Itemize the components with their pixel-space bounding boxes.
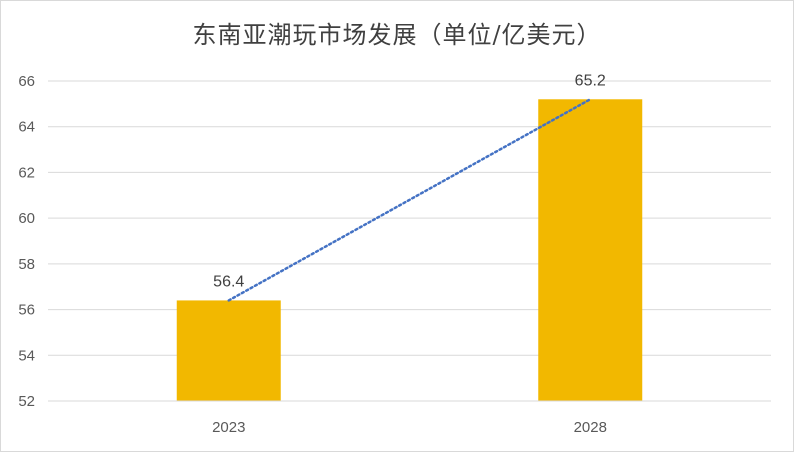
chart-title: 东南亚潮玩市场发展（单位/亿美元） (192, 21, 602, 49)
y-tick-label-54: 54 (18, 347, 35, 364)
y-tick-label-62: 62 (18, 164, 35, 181)
data-label-2028: 65.2 (575, 72, 606, 89)
x-tick-label-2023: 2023 (212, 419, 245, 436)
x-tick-label-2028: 2028 (574, 419, 607, 436)
y-tick-label-58: 58 (18, 256, 35, 273)
bar-2028 (538, 99, 643, 402)
y-tick-label-66: 66 (18, 73, 35, 90)
bar-2023 (176, 300, 281, 401)
y-tick-label-52: 52 (18, 393, 35, 410)
y-tick-label-56: 56 (18, 302, 35, 319)
data-label-2023: 56.4 (213, 273, 244, 290)
y-tick-label-64: 64 (18, 119, 35, 136)
y-tick-label-60: 60 (18, 210, 35, 227)
trendline (227, 98, 592, 302)
